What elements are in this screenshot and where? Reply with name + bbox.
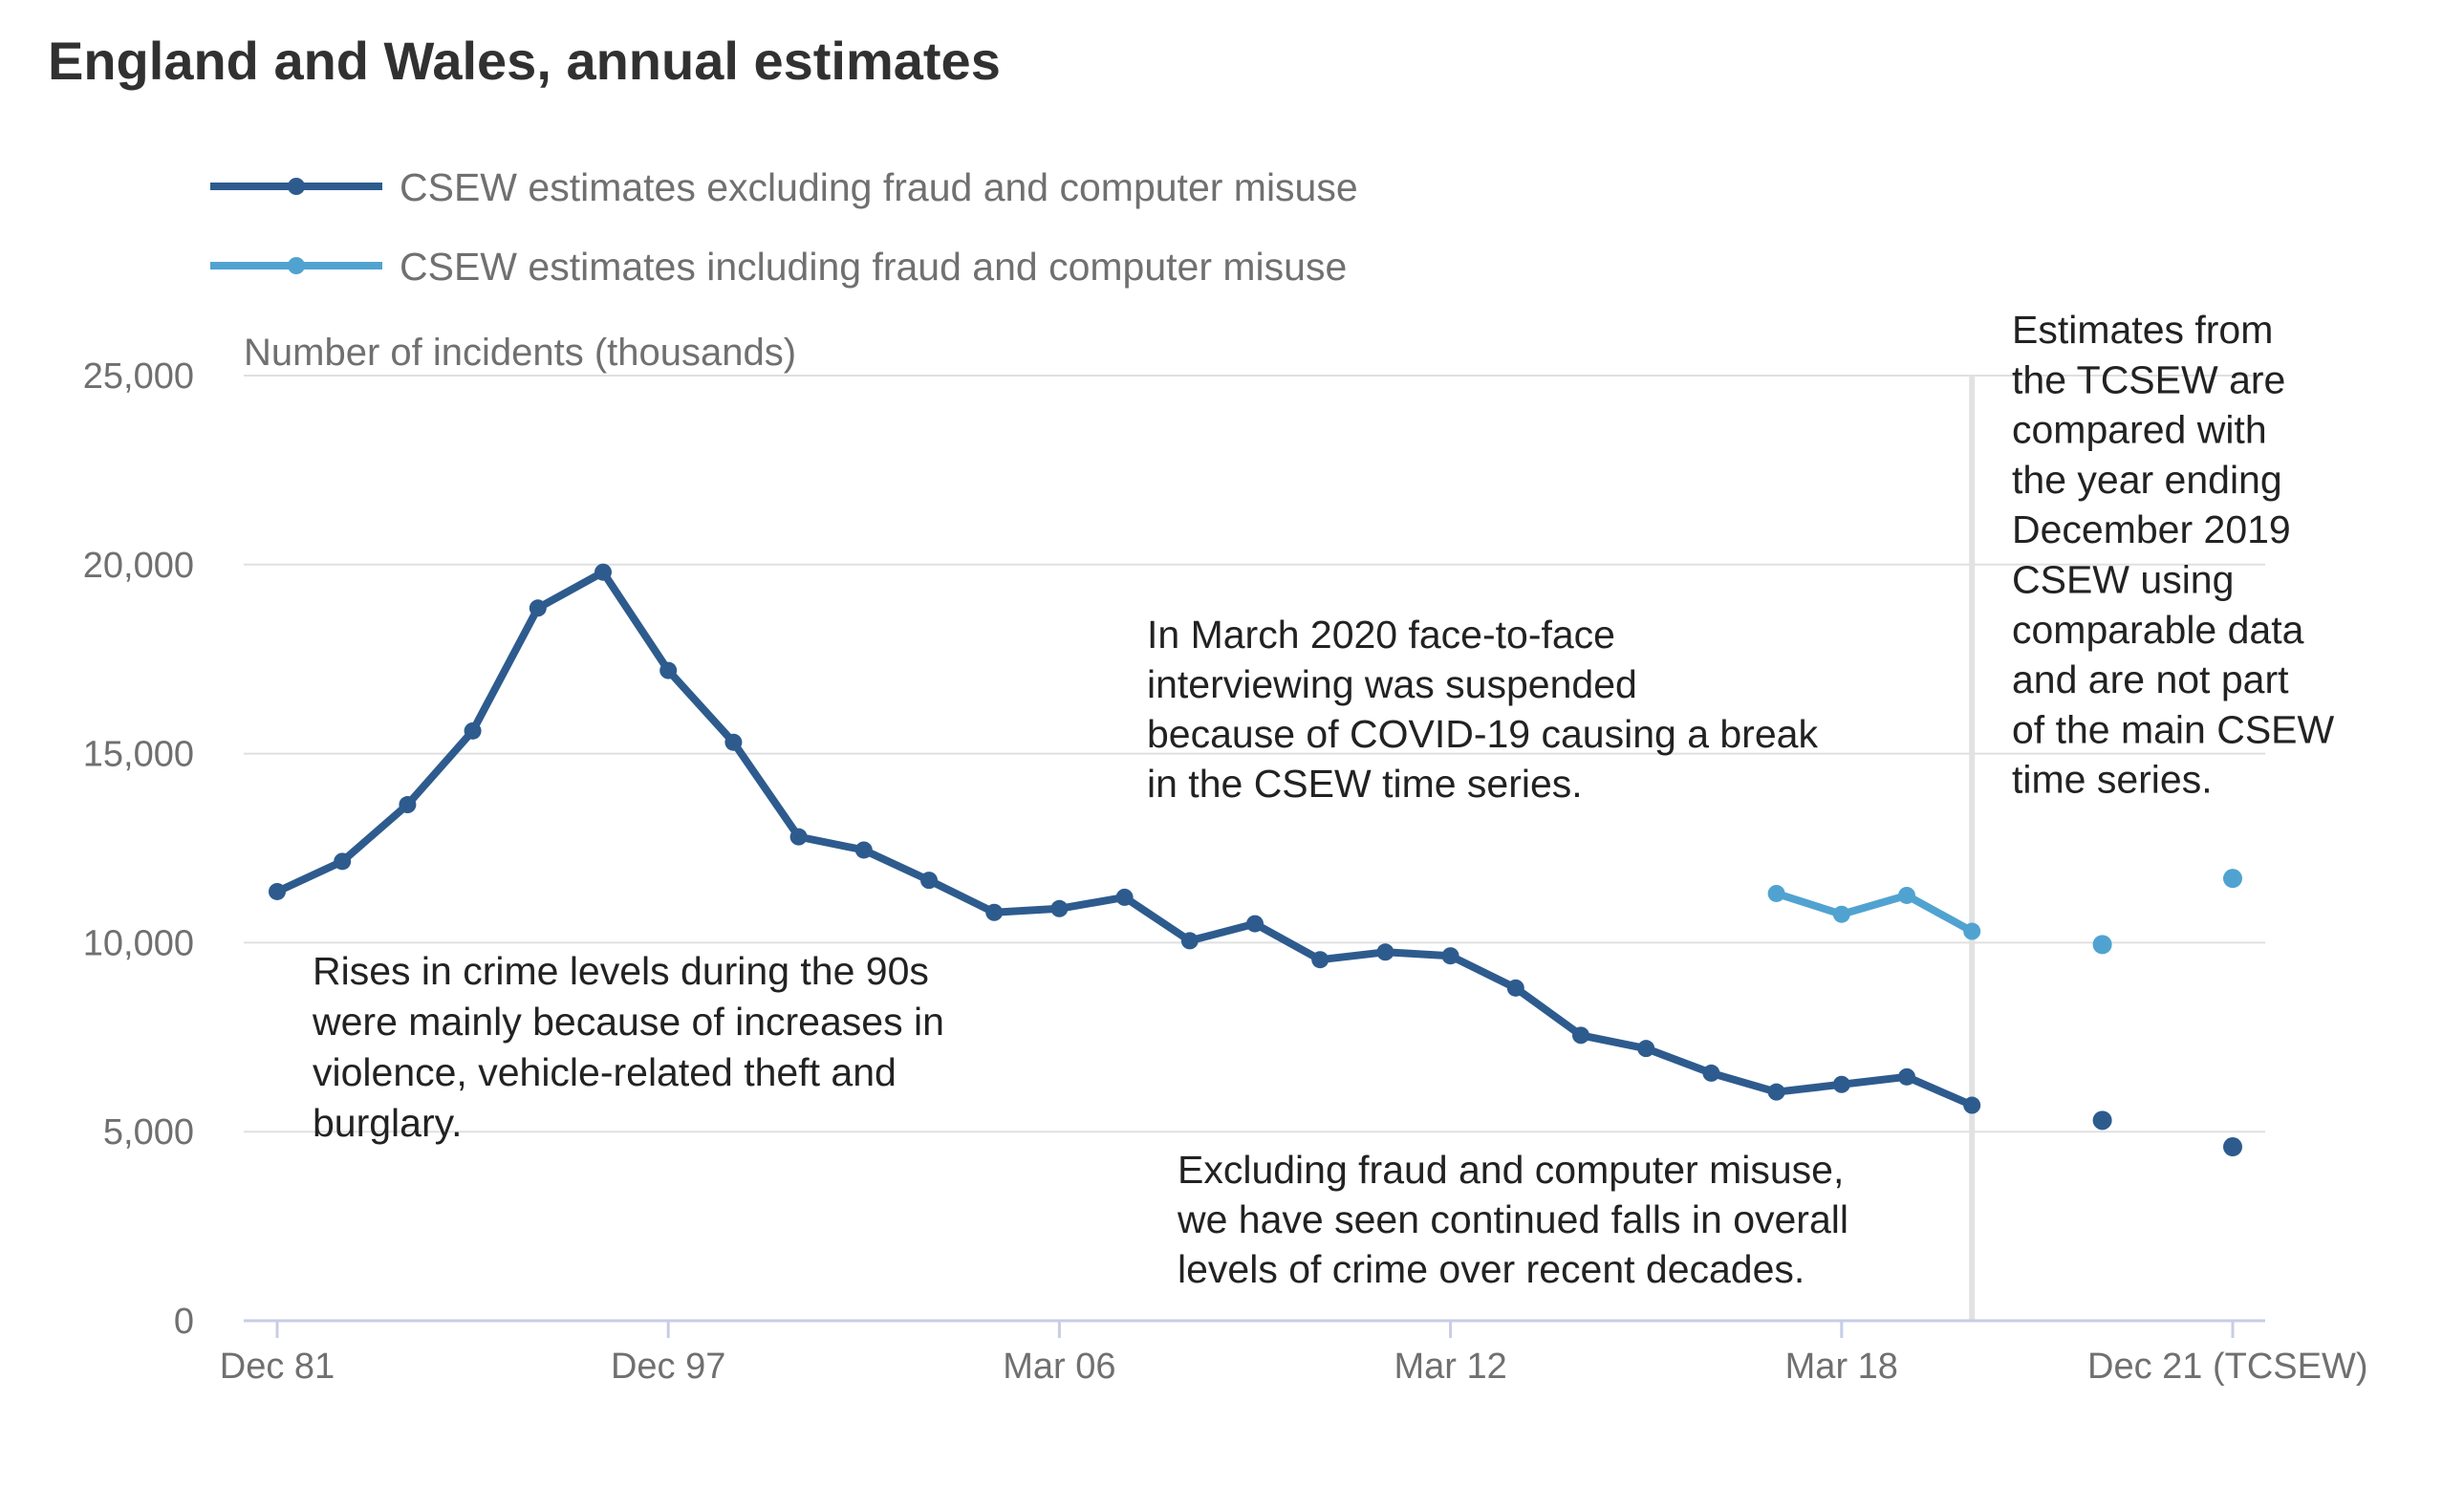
annotation-90s-rises-line: Rises in crime levels during the 90s — [313, 949, 929, 993]
data-point-excluding — [1376, 943, 1394, 961]
annotation-falls-line: levels of crime over recent decades. — [1178, 1247, 1805, 1291]
data-point-excluding — [464, 722, 482, 740]
x-tick-label: Dec 21 (TCSEW) — [2087, 1347, 2367, 1387]
annotation-tcsew-line: the TCSEW are — [2012, 357, 2285, 401]
series-line-including — [1772, 889, 1977, 936]
data-point-excluding — [659, 661, 678, 679]
data-point-excluding — [1506, 979, 1524, 997]
annotation-tcsew-line: and are not part — [2012, 657, 2289, 701]
annotation-90s-rises-line: were mainly because of increases in — [312, 1000, 944, 1044]
data-point-excluding — [334, 852, 352, 871]
series — [269, 563, 2242, 1157]
y-tick-label: 10,000 — [83, 923, 194, 963]
data-point-excluding — [854, 841, 873, 859]
data-point-excluding — [1311, 951, 1329, 969]
data-point-excluding — [1572, 1026, 1589, 1045]
x-tick-label: Mar 06 — [1003, 1347, 1115, 1387]
annotations: Rises in crime levels during the 90s were… — [312, 308, 2335, 1291]
annotation-90s-rises-line: burglary. — [313, 1101, 462, 1145]
legend-item-excluding[interactable]: CSEW estimates excluding fraud and compu… — [210, 165, 1358, 209]
legend: CSEW estimates excluding fraud and compu… — [210, 165, 1358, 289]
legend-marker-including — [288, 257, 305, 274]
data-point-excluding — [724, 733, 743, 751]
annotation-90s-rises-line: violence, vehicle-related theft and — [313, 1050, 897, 1094]
y-tick-label: 5,000 — [103, 1112, 194, 1153]
y-axis-title: Number of incidents (thousands) — [244, 332, 796, 374]
annotation-tcsew-line: of the main CSEW — [2012, 707, 2335, 751]
annotation-tcsew: Estimates from the TCSEW are compared with… — [2012, 308, 2335, 802]
y-tick-label: 20,000 — [83, 546, 194, 586]
tcsew-point-including — [2092, 935, 2112, 955]
data-point-excluding — [269, 882, 286, 900]
annotation-tcsew-line: comparable data — [2012, 608, 2304, 652]
data-point-excluding — [1246, 915, 1264, 933]
data-point-excluding — [1180, 932, 1199, 950]
legend-label-including: CSEW estimates including fraud and compu… — [400, 245, 1347, 289]
tcsew-point-excluding — [2223, 1137, 2242, 1157]
annotation-falls: Excluding fraud and computer misuse, we h… — [1177, 1148, 1848, 1291]
annotation-90s-rises: Rises in crime levels during the 90s were… — [312, 949, 944, 1145]
data-point-excluding — [1441, 947, 1459, 965]
data-point-excluding — [1115, 888, 1134, 906]
data-point-including — [1767, 884, 1785, 902]
x-tick-label: Dec 81 — [220, 1347, 335, 1387]
data-point-including — [1963, 922, 1981, 940]
data-point-excluding — [594, 563, 612, 581]
axes: 0 5,000 10,000 15,000 20,000 25,000 Dec 81 Dec … — [83, 356, 2368, 1387]
legend-label-excluding: CSEW estimates excluding fraud and compu… — [400, 165, 1358, 209]
data-point-excluding — [985, 903, 1004, 921]
annotation-tcsew-line: time series. — [2012, 758, 2213, 802]
annotation-tcsew-line: December 2019 — [2012, 507, 2291, 551]
data-point-excluding — [1702, 1064, 1720, 1082]
annotation-covid-break: In March 2020 face-to-face interviewing w… — [1147, 613, 1818, 806]
x-tick-label: Dec 97 — [611, 1347, 725, 1387]
tcsew-point-excluding — [2092, 1110, 2112, 1131]
data-point-excluding — [1963, 1096, 1981, 1114]
data-point-excluding — [1767, 1083, 1785, 1101]
annotation-covid-break-line: because of COVID-19 causing a break — [1147, 712, 1818, 756]
y-tick-label: 15,000 — [83, 735, 194, 775]
legend-item-including[interactable]: CSEW estimates including fraud and compu… — [210, 245, 1347, 289]
tcsew-point-including — [2223, 869, 2242, 889]
annotation-covid-break-line: interviewing was suspended — [1147, 662, 1637, 706]
annotation-tcsew-line: CSEW using — [2012, 558, 2234, 602]
annotation-covid-break-line: in the CSEW time series. — [1147, 762, 1583, 806]
y-tick-label: 25,000 — [83, 356, 194, 397]
legend-marker-excluding — [288, 178, 305, 195]
data-point-excluding — [399, 796, 417, 814]
data-point-including — [1832, 905, 1850, 923]
chart-title: England and Wales, annual estimates — [48, 31, 1001, 91]
data-point-excluding — [1832, 1075, 1850, 1093]
x-tick-label: Mar 18 — [1785, 1347, 1898, 1387]
annotation-tcsew-line: the year ending — [2012, 458, 2282, 502]
annotation-tcsew-line: Estimates from — [2012, 308, 2273, 352]
data-point-excluding — [1050, 899, 1069, 917]
data-point-excluding — [789, 828, 808, 846]
annotation-tcsew-line: compared with — [2012, 408, 2267, 452]
data-point-excluding — [920, 872, 938, 890]
data-point-including — [1898, 886, 1915, 904]
annotation-falls-line: Excluding fraud and computer misuse, — [1178, 1148, 1844, 1192]
annotation-covid-break-line: In March 2020 face-to-face — [1147, 613, 1615, 657]
data-point-excluding — [1637, 1040, 1655, 1058]
gridlines — [244, 375, 2265, 1133]
x-tick-label: Mar 12 — [1394, 1347, 1506, 1387]
data-point-excluding — [529, 599, 547, 617]
annotation-falls-line: we have seen continued falls in overall — [1177, 1197, 1848, 1241]
data-point-excluding — [1898, 1067, 1915, 1086]
y-tick-label: 0 — [174, 1302, 194, 1342]
